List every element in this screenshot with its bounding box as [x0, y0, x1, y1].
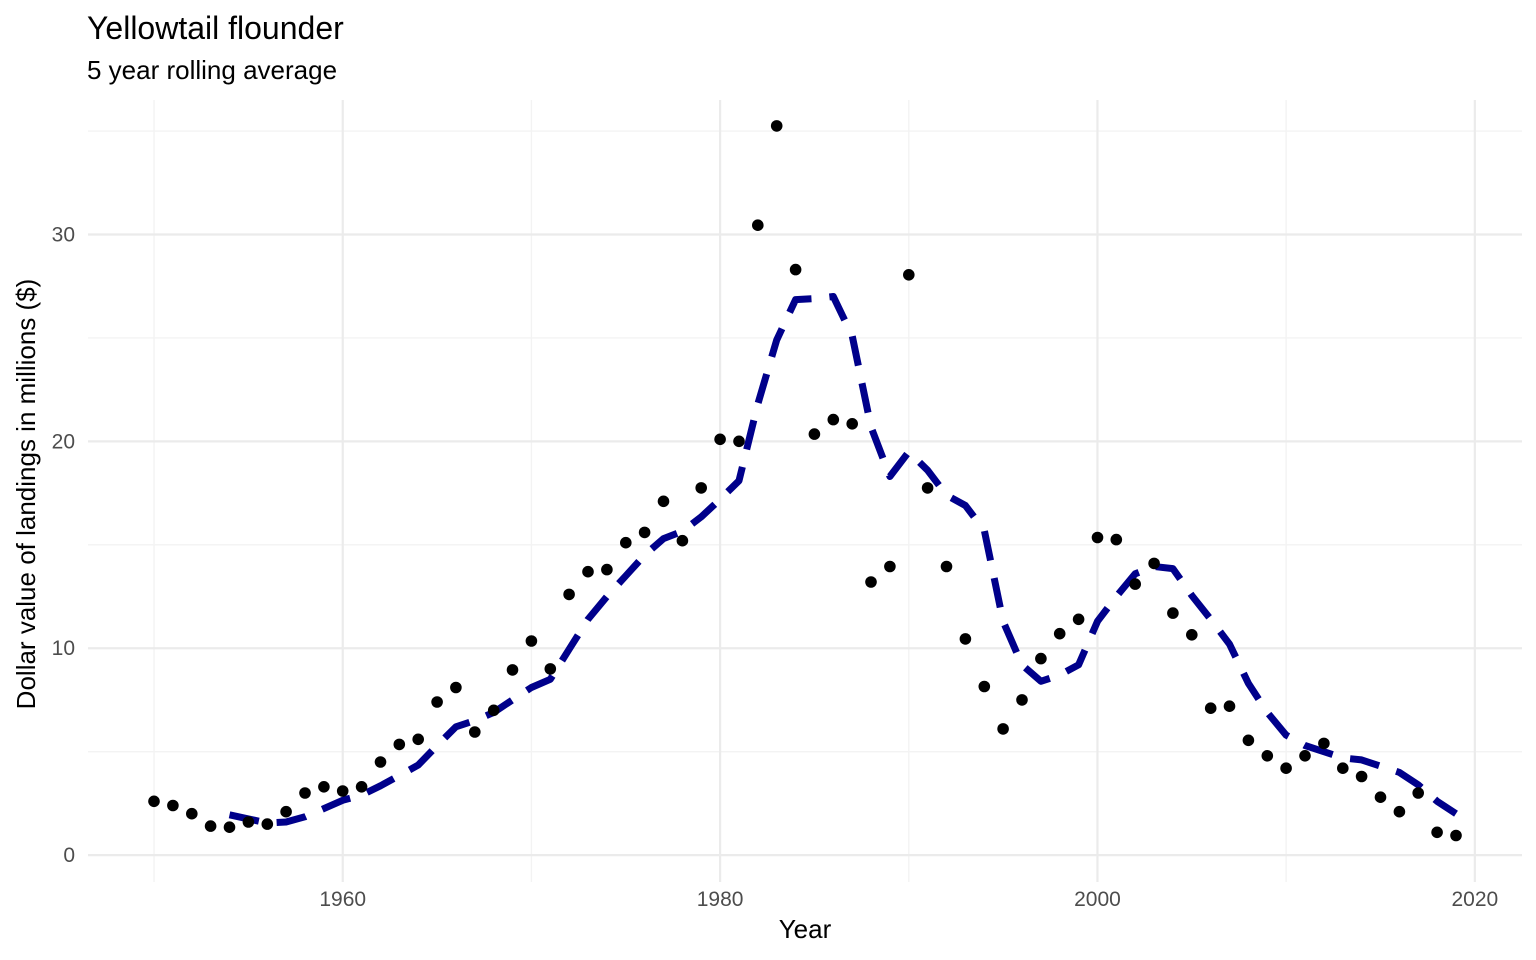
data-point — [1167, 607, 1179, 619]
data-point — [752, 219, 764, 231]
data-point — [620, 536, 632, 549]
data-point — [770, 120, 783, 132]
data-point — [336, 785, 349, 797]
x-tick-label: 1960 — [319, 888, 366, 911]
data-point — [1053, 627, 1066, 640]
landings-points-group — [148, 120, 1462, 842]
data-point — [1110, 533, 1123, 546]
chart-subtitle: 5 year rolling average — [87, 55, 337, 85]
data-point — [299, 787, 311, 799]
data-point — [959, 633, 972, 645]
rolling-average-line-group — [228, 293, 1458, 827]
data-point — [940, 560, 953, 573]
data-point — [148, 795, 160, 808]
data-point — [1016, 694, 1028, 706]
data-point — [846, 418, 858, 430]
data-point — [223, 821, 236, 833]
data-point — [242, 816, 255, 828]
data-point — [601, 563, 613, 576]
data-point — [167, 799, 179, 812]
data-point — [808, 428, 821, 440]
y-tick-label: 20 — [52, 430, 75, 453]
data-point — [1374, 791, 1387, 803]
data-point — [1242, 734, 1255, 747]
data-point — [186, 807, 198, 820]
data-point — [1072, 613, 1085, 626]
data-point — [921, 482, 934, 494]
data-point — [1412, 787, 1424, 799]
data-point — [827, 413, 840, 426]
data-point — [1355, 770, 1368, 783]
data-point — [374, 756, 387, 768]
data-point — [1091, 531, 1104, 544]
data-point — [1129, 578, 1141, 590]
rolling-average-line — [228, 293, 1458, 827]
data-point — [865, 576, 877, 588]
data-point — [1318, 737, 1330, 750]
data-point — [1204, 702, 1217, 714]
data-point — [355, 781, 368, 793]
data-point — [1299, 750, 1311, 762]
data-point — [1393, 805, 1406, 818]
y-tick-label: 10 — [52, 637, 75, 660]
data-point — [450, 681, 462, 694]
data-point — [506, 664, 519, 676]
data-point — [469, 726, 481, 738]
data-point — [714, 433, 726, 446]
y-axis-tick-labels: 0 10 20 30 — [52, 223, 75, 867]
data-point — [204, 820, 217, 832]
data-point — [997, 723, 1009, 735]
x-axis-label: Year — [779, 914, 832, 944]
y-tick-label: 0 — [63, 844, 75, 867]
minor-gridlines — [88, 100, 1522, 882]
x-tick-label: 1980 — [697, 888, 744, 911]
data-point — [412, 733, 425, 746]
data-point — [1337, 762, 1349, 774]
data-point — [1431, 826, 1443, 839]
data-point — [431, 696, 443, 708]
data-point — [487, 704, 500, 717]
x-tick-label: 2020 — [1451, 888, 1498, 911]
y-tick-label: 30 — [52, 223, 75, 246]
data-point — [638, 526, 651, 539]
major-gridlines — [88, 100, 1522, 882]
data-point — [563, 588, 575, 601]
data-point — [733, 435, 745, 448]
data-point — [789, 263, 802, 276]
data-point — [525, 635, 538, 647]
data-point — [903, 269, 915, 281]
data-point — [582, 565, 594, 578]
data-point — [657, 495, 670, 508]
data-point — [544, 663, 557, 675]
data-point — [318, 781, 330, 793]
data-point — [393, 738, 406, 751]
x-tick-label: 2000 — [1074, 888, 1121, 911]
x-axis-tick-labels: 1960 1980 2000 2020 — [319, 888, 1498, 911]
y-axis-label: Dollar value of landings in millions ($) — [11, 279, 41, 710]
data-point — [1280, 762, 1292, 774]
data-point — [1450, 829, 1462, 842]
data-point — [884, 560, 896, 573]
data-point — [1186, 629, 1198, 641]
data-point — [1148, 557, 1160, 570]
data-point — [280, 805, 292, 818]
data-point — [676, 534, 689, 547]
data-point — [1035, 652, 1047, 665]
chart-title: Yellowtail flounder — [87, 10, 344, 46]
data-point — [1261, 750, 1274, 762]
data-point — [978, 680, 991, 693]
data-point — [695, 482, 707, 494]
data-point — [1223, 700, 1236, 712]
data-point — [261, 818, 274, 830]
